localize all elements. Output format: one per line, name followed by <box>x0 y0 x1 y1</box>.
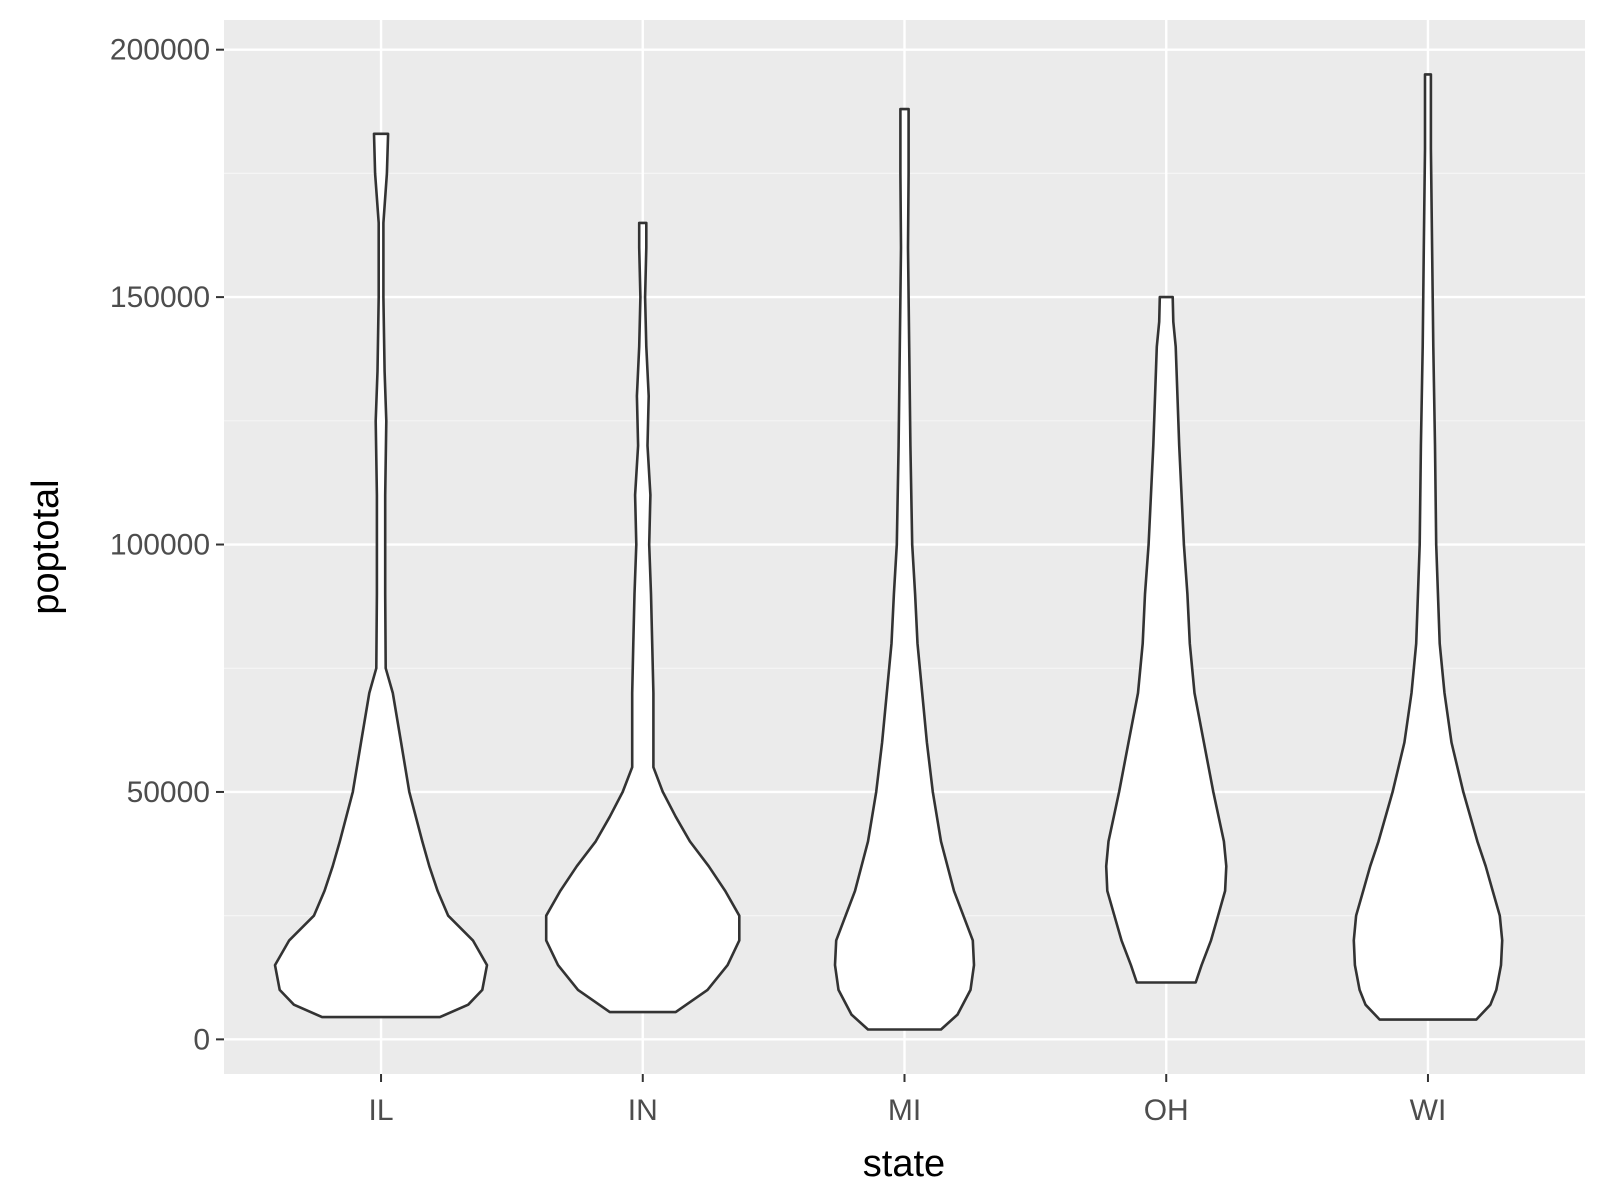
y-tick-label: 150000 <box>110 281 210 314</box>
x-tick-label: IN <box>628 1094 658 1127</box>
y-tick-label: 50000 <box>127 776 210 809</box>
x-tick-label: OH <box>1144 1094 1189 1127</box>
x-axis: IL IN MI OH WI <box>369 1074 1447 1127</box>
violin-mi <box>833 107 976 1031</box>
y-tick-label: 0 <box>193 1023 210 1056</box>
violin-in <box>544 221 741 1014</box>
y-axis: 0 50000 100000 150000 200000 <box>110 34 224 1056</box>
y-tick-label: 200000 <box>110 34 210 67</box>
violin-il <box>273 132 489 1019</box>
x-tick-label: IL <box>369 1094 394 1127</box>
y-axis-title: poptotal <box>25 479 67 614</box>
violin-oh <box>1104 295 1228 984</box>
x-tick-label: MI <box>888 1094 921 1127</box>
x-axis-title: state <box>863 1143 945 1185</box>
violins <box>273 73 1504 1031</box>
y-tick-label: 100000 <box>110 529 210 562</box>
x-tick-label: WI <box>1410 1094 1447 1127</box>
violin-wi <box>1352 73 1504 1021</box>
